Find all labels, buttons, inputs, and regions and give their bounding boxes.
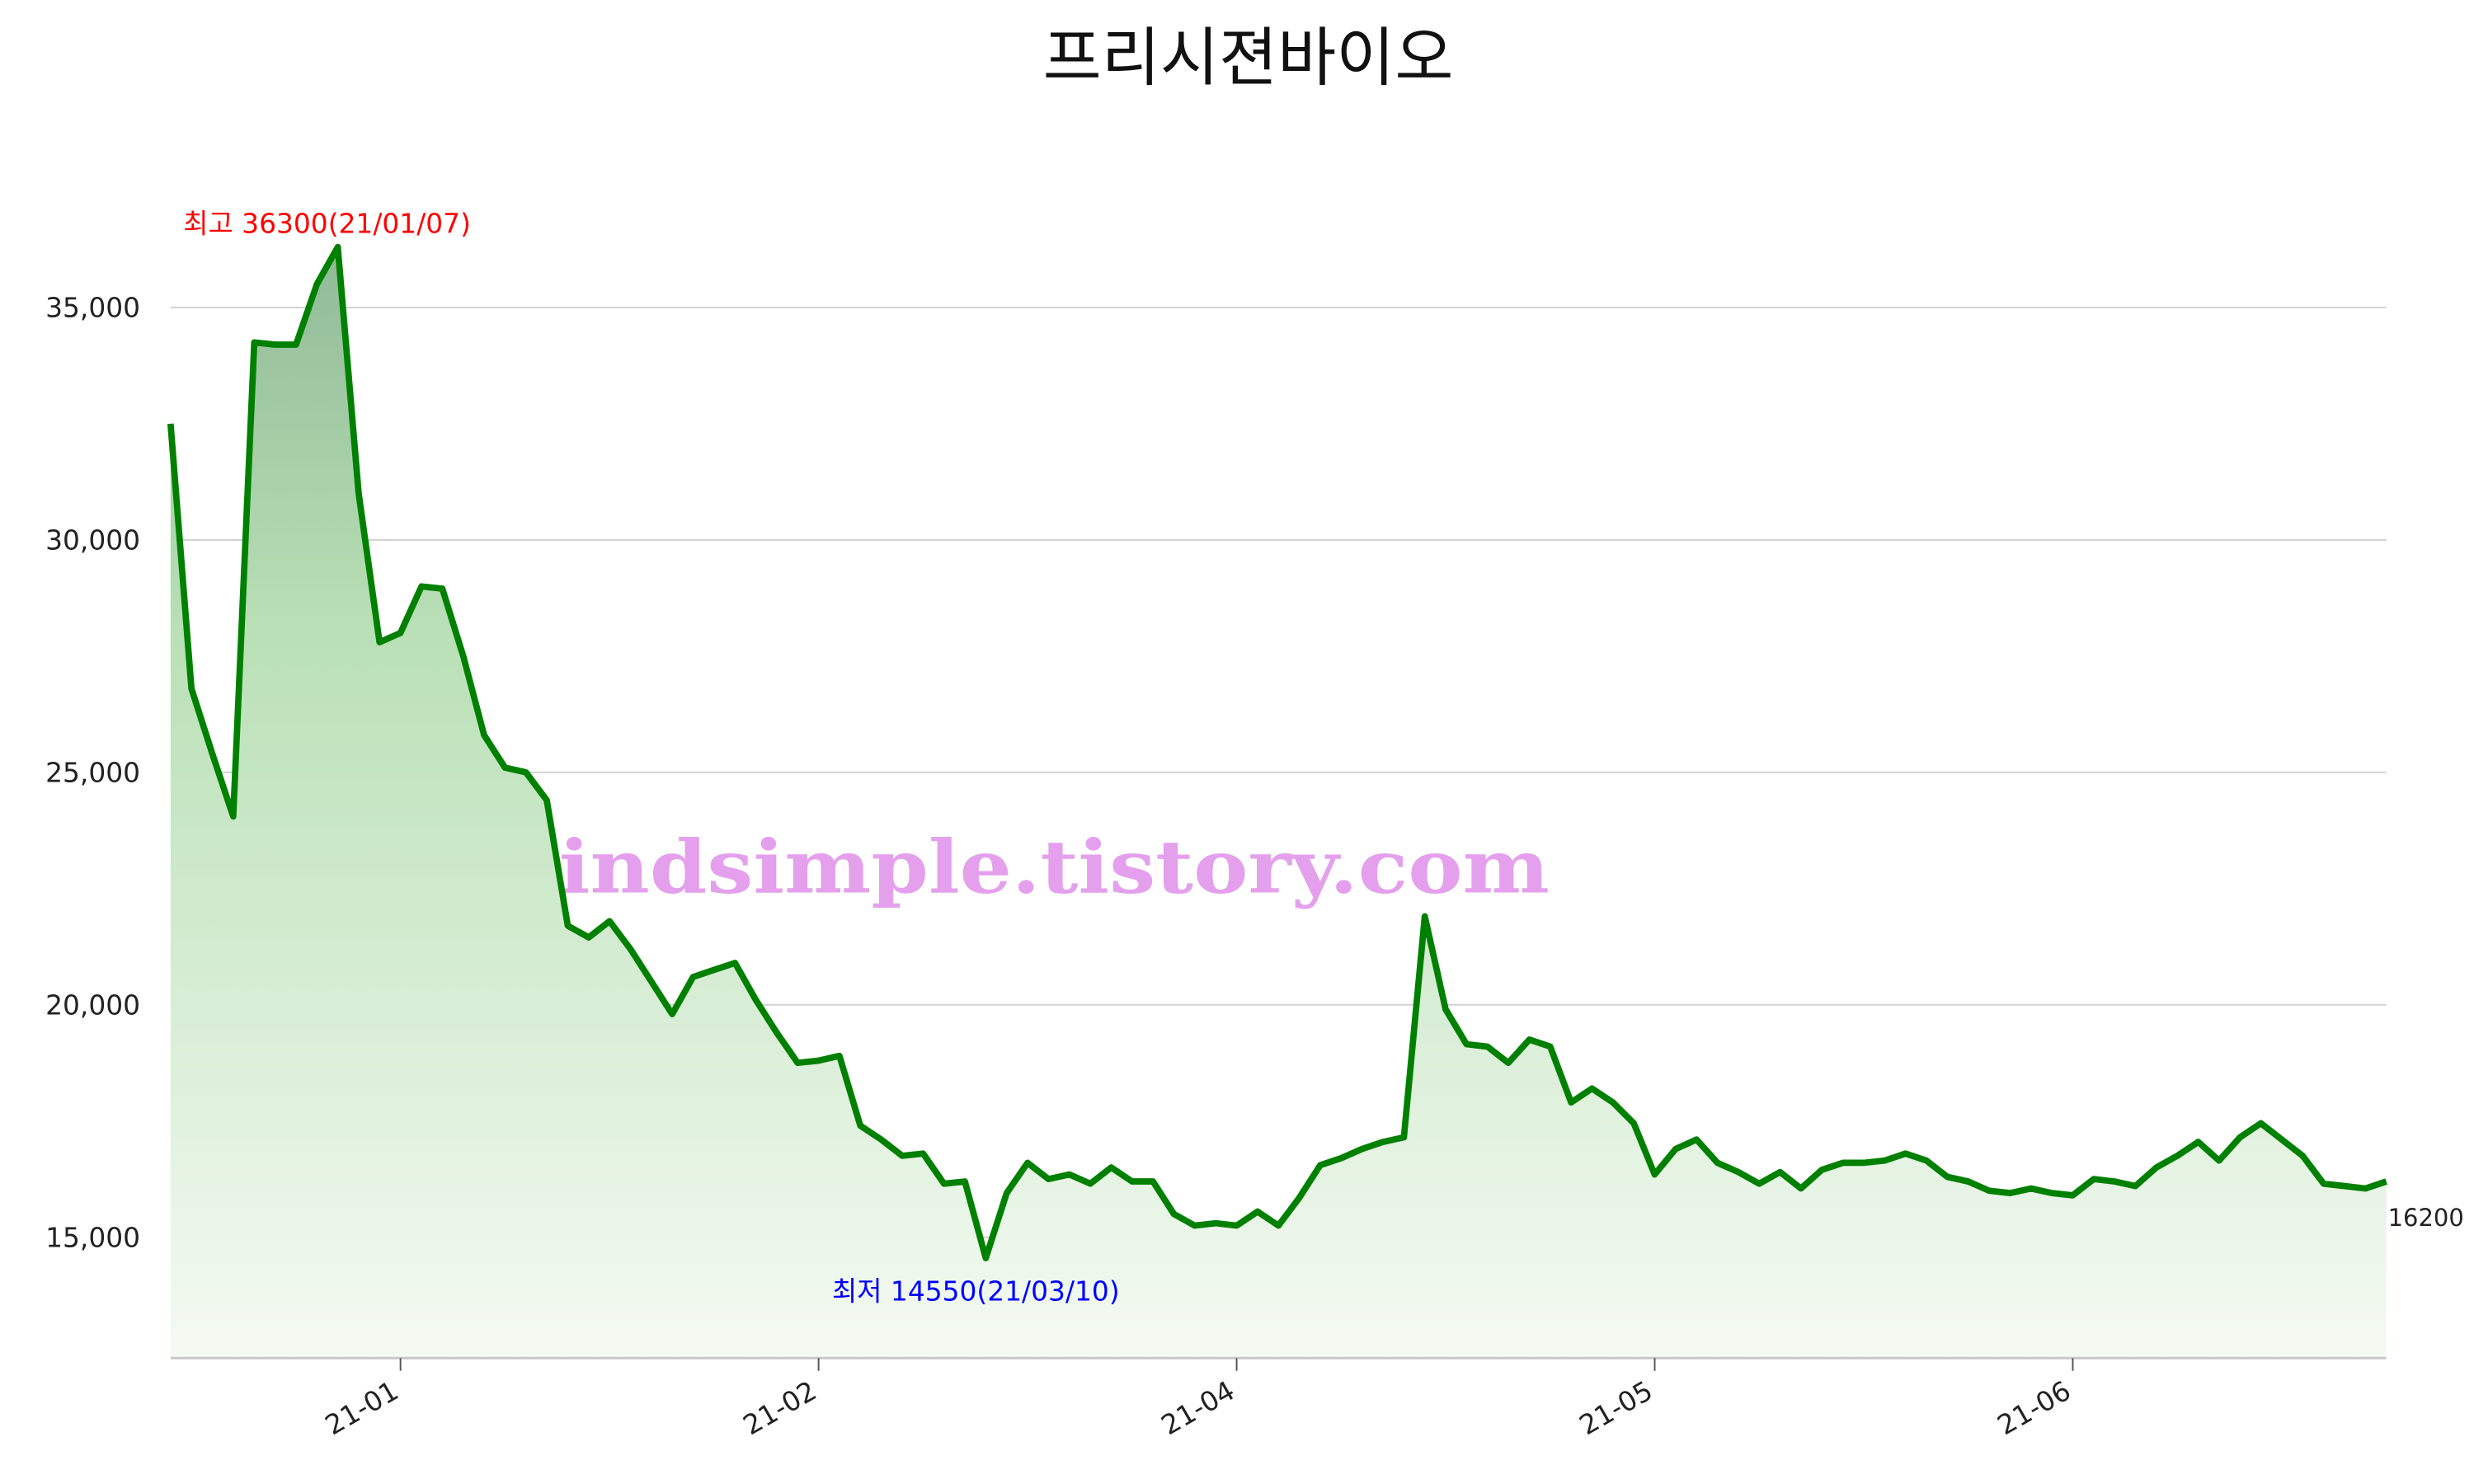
end-value-label: 16200 <box>2388 1204 2464 1232</box>
x-tick-label: 21-04 <box>1155 1374 1239 1442</box>
x-tick-label: 21-01 <box>319 1374 403 1442</box>
x-tick-label: 21-06 <box>1992 1374 2076 1442</box>
watermark: kindsimple.tistory.com <box>502 824 1550 910</box>
y-tick-label: 30,000 <box>45 524 140 556</box>
x-tick-label: 21-02 <box>737 1374 821 1442</box>
y-tick-label: 15,000 <box>45 1221 140 1253</box>
line <box>167 243 2387 1261</box>
y-tick-label: 20,000 <box>45 989 140 1021</box>
annotation: 최저 14550(21/03/10) <box>832 1275 1120 1308</box>
annotation: 최고 36300(21/01/07) <box>183 207 471 239</box>
chart-title: 프리시젼바이오 <box>1043 21 1454 96</box>
y-tick-label: 25,000 <box>45 756 140 788</box>
y-tick-label: 35,000 <box>45 292 140 324</box>
x-tick-label: 21-05 <box>1573 1374 1658 1442</box>
area <box>170 247 2387 1359</box>
